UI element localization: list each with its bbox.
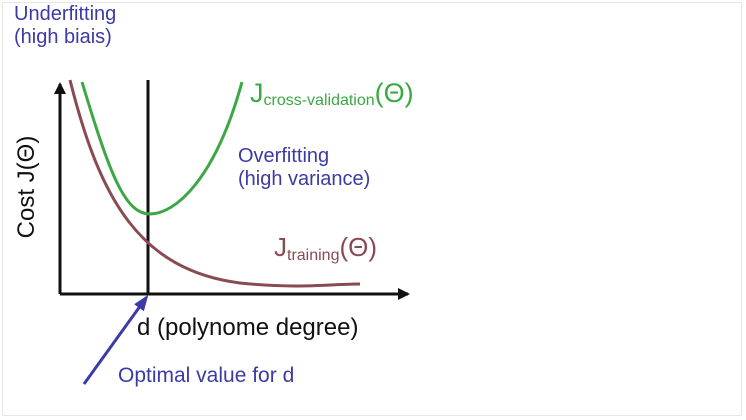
cv-curve-label: Jcross-validation(Θ) — [250, 78, 414, 110]
overfitting-subtitle: (high variance) — [238, 168, 371, 190]
training-label-main: J — [274, 232, 287, 262]
diagram-frame — [2, 2, 742, 416]
cv-label-main: J — [250, 78, 264, 108]
cv-error-curve — [80, 81, 244, 216]
underfitting-label: Underfitting (high biais) — [14, 3, 116, 49]
overfitting-title: Overfitting — [238, 145, 330, 167]
cv-label-subscript: cross-validation — [263, 92, 375, 109]
overfitting-label: Overfitting (high variance) — [238, 145, 370, 191]
underfitting-title: Underfitting — [14, 3, 117, 25]
training-error-curve — [68, 79, 361, 288]
underfitting-subtitle: (high biais) — [14, 26, 112, 48]
cv-label-argument: (Θ) — [374, 78, 414, 108]
x-axis-label: d (polynome degree) — [137, 314, 359, 341]
training-curve-label: Jtraining(Θ) — [274, 232, 378, 265]
y-axis-label: Cost J(Θ) — [13, 135, 41, 239]
optimal-arrow — [82, 294, 149, 385]
optimal-value-label: Optimal value for d — [118, 364, 295, 387]
training-label-argument: (Θ) — [339, 232, 378, 262]
training-label-subscript: training — [287, 247, 340, 264]
